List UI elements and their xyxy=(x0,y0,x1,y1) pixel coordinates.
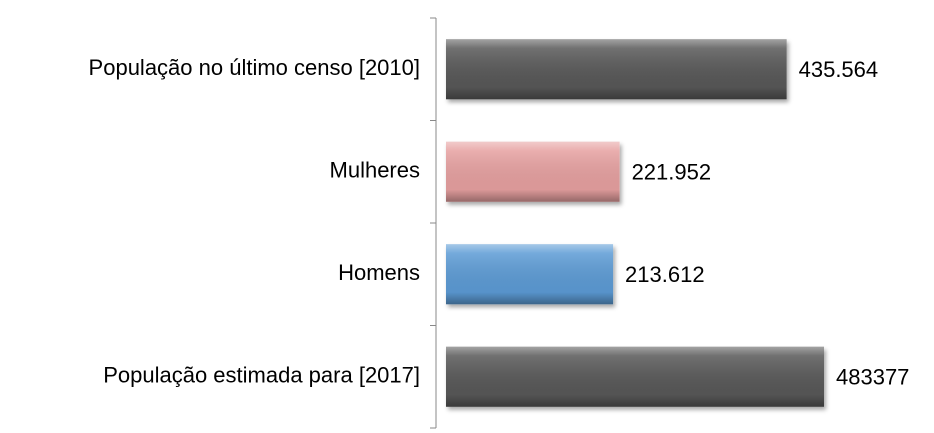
category-label: População estimada para [2017] xyxy=(103,363,420,388)
value-label: 435.564 xyxy=(799,57,879,82)
bar-highlight xyxy=(446,39,787,100)
category-label: População no último censo [2010] xyxy=(89,55,420,80)
bar-highlight xyxy=(446,141,620,202)
bar-highlight xyxy=(446,244,614,305)
value-label: 483377 xyxy=(836,365,909,390)
value-label: 221.952 xyxy=(632,160,712,185)
category-label: Mulheres xyxy=(330,158,420,183)
bar-highlight xyxy=(446,346,824,407)
category-label: Homens xyxy=(338,260,420,285)
value-label: 213.612 xyxy=(625,262,705,287)
